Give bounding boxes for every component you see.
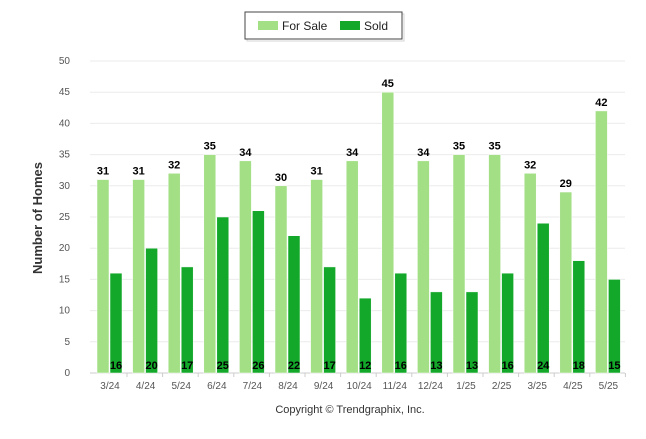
bar-sold[interactable] bbox=[109, 272, 123, 374]
y-tick-label: 0 bbox=[64, 368, 70, 379]
for-sale-value-label: 42 bbox=[595, 97, 607, 109]
bar-for-sale[interactable] bbox=[96, 179, 110, 374]
bar-sold[interactable] bbox=[465, 291, 479, 374]
copyright-text: Copyright © Trendgraphix, Inc. bbox=[275, 404, 424, 416]
sold-value-label: 26 bbox=[252, 360, 264, 372]
sold-value-label: 16 bbox=[110, 360, 122, 372]
bar-sold[interactable] bbox=[180, 266, 194, 374]
y-tick-label: 20 bbox=[59, 243, 71, 254]
bar-sold[interactable] bbox=[216, 216, 230, 374]
y-tick-label: 5 bbox=[64, 337, 70, 348]
for-sale-value-label: 29 bbox=[560, 178, 572, 190]
bar-for-sale[interactable] bbox=[452, 154, 466, 374]
axes: 0 5 10 15 20 25 30 35 40 45 50 3/24 4/24 5/24 6/24 7/24… bbox=[59, 56, 626, 392]
bar-sold[interactable] bbox=[572, 260, 586, 374]
bar-for-sale[interactable] bbox=[274, 185, 288, 374]
x-tick-label: 10/24 bbox=[347, 381, 372, 392]
bar-sold[interactable] bbox=[287, 235, 301, 374]
for-sale-value-label: 31 bbox=[97, 166, 109, 178]
x-tick-label: 7/24 bbox=[243, 381, 263, 392]
sold-value-label: 22 bbox=[288, 360, 300, 372]
bar-for-sale[interactable] bbox=[559, 191, 573, 374]
x-tick-label: 12/24 bbox=[418, 381, 443, 392]
bar-sold[interactable] bbox=[358, 297, 372, 374]
x-tick-label: 4/25 bbox=[563, 381, 583, 392]
y-tick-label: 25 bbox=[59, 212, 71, 223]
for-sale-value-label: 34 bbox=[346, 147, 359, 159]
bar-for-sale[interactable] bbox=[523, 173, 537, 374]
bar-sold[interactable] bbox=[394, 272, 408, 374]
x-tick-label: 5/24 bbox=[171, 381, 191, 392]
sold-value-label: 12 bbox=[359, 360, 371, 372]
x-tick-label: 5/25 bbox=[599, 381, 619, 392]
for-sale-value-label: 45 bbox=[382, 78, 394, 90]
legend-label-for-sale: For Sale bbox=[282, 19, 328, 33]
for-sale-value-label: 30 bbox=[275, 172, 287, 184]
for-sale-value-label: 35 bbox=[488, 141, 500, 153]
y-tick-label: 30 bbox=[59, 181, 71, 192]
for-sale-value-label: 31 bbox=[310, 166, 322, 178]
x-tick-label: 4/24 bbox=[136, 381, 156, 392]
bar-sold[interactable] bbox=[323, 266, 336, 374]
data-labels: 31 16 31 20 32 17 35 25 34 26 30 22 31 17 34 12 45 16 34 13… bbox=[97, 78, 621, 372]
for-sale-value-label: 35 bbox=[453, 141, 465, 153]
x-tick-label: 11/24 bbox=[383, 381, 408, 392]
bar-for-sale[interactable] bbox=[345, 160, 359, 374]
y-axis-title: Number of Homes bbox=[30, 162, 45, 274]
bar-for-sale[interactable] bbox=[381, 91, 395, 374]
sold-value-label: 20 bbox=[145, 360, 157, 372]
bar-for-sale[interactable] bbox=[203, 154, 217, 374]
sold-value-label: 13 bbox=[430, 360, 442, 372]
bar-sold[interactable] bbox=[608, 279, 621, 374]
x-tick-label: 1/25 bbox=[456, 381, 476, 392]
legend-swatch-sold bbox=[340, 21, 360, 30]
y-tick-label: 35 bbox=[59, 150, 71, 161]
legend-swatch-for-sale bbox=[258, 21, 278, 30]
sold-value-label: 17 bbox=[181, 360, 193, 372]
sold-value-label: 13 bbox=[466, 360, 478, 372]
x-tick-label: 3/24 bbox=[100, 381, 120, 392]
bars bbox=[96, 91, 621, 374]
y-tick-label: 15 bbox=[59, 274, 71, 285]
bar-for-sale[interactable] bbox=[167, 173, 181, 374]
bar-sold[interactable] bbox=[501, 272, 514, 374]
legend[interactable]: For Sale Sold bbox=[244, 11, 405, 42]
x-tick-label: 6/24 bbox=[207, 381, 227, 392]
bar-for-sale[interactable] bbox=[488, 154, 501, 374]
bar-sold[interactable] bbox=[252, 210, 265, 374]
bar-sold[interactable] bbox=[536, 222, 550, 374]
bar-sold[interactable] bbox=[430, 291, 443, 374]
y-tick-label: 45 bbox=[59, 87, 71, 98]
bar-for-sale[interactable] bbox=[310, 179, 323, 374]
sold-value-label: 17 bbox=[323, 360, 335, 372]
sold-value-label: 16 bbox=[501, 360, 513, 372]
sold-value-label: 25 bbox=[217, 360, 229, 372]
x-tick-label: 3/25 bbox=[527, 381, 547, 392]
legend-label-sold: Sold bbox=[364, 19, 388, 33]
for-sale-value-label: 32 bbox=[524, 159, 536, 171]
bar-for-sale[interactable] bbox=[595, 110, 608, 374]
sold-value-label: 24 bbox=[537, 360, 550, 372]
bar-for-sale[interactable] bbox=[132, 179, 145, 374]
for-sale-value-label: 34 bbox=[417, 147, 430, 159]
sold-value-label: 18 bbox=[573, 360, 585, 372]
bar-for-sale[interactable] bbox=[417, 160, 430, 374]
bar-sold[interactable] bbox=[145, 247, 158, 374]
x-tick-label: 8/24 bbox=[278, 381, 298, 392]
y-tick-label: 10 bbox=[59, 306, 71, 317]
for-sale-value-label: 34 bbox=[239, 147, 252, 159]
y-tick-label: 40 bbox=[59, 118, 71, 129]
for-sale-value-label: 35 bbox=[204, 141, 216, 153]
sold-value-label: 15 bbox=[608, 360, 620, 372]
for-sale-value-label: 31 bbox=[132, 166, 144, 178]
x-tick-label: 2/25 bbox=[492, 381, 512, 392]
bar-for-sale[interactable] bbox=[239, 160, 252, 374]
sold-value-label: 16 bbox=[395, 360, 407, 372]
for-sale-value-label: 32 bbox=[168, 159, 180, 171]
y-tick-label: 50 bbox=[59, 56, 71, 67]
x-tick-label: 9/24 bbox=[314, 381, 334, 392]
